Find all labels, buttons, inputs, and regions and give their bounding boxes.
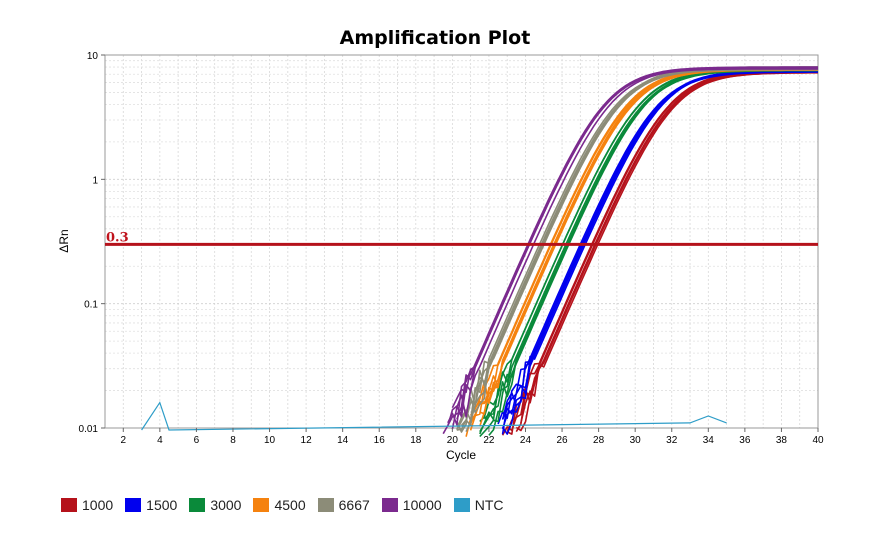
- x-tick-label: 8: [230, 435, 236, 446]
- legend-item-1000: 1000: [61, 497, 113, 513]
- x-axis-ticks: 2 4 6 8 10 12 14 16 18 20 22 24 26 28 30 32 34 36 38 40: [121, 428, 824, 446]
- x-tick-label: 18: [410, 435, 422, 446]
- series-1000-line: [515, 72, 818, 432]
- y-tick-label: 10: [87, 51, 99, 62]
- x-tick-label: 36: [739, 435, 751, 446]
- series-ntc-line: [141, 401, 727, 431]
- x-tick-label: 28: [593, 435, 605, 446]
- series-1500-line: [501, 70, 818, 420]
- legend-label: 3000: [210, 497, 242, 513]
- x-tick-label: 16: [374, 435, 386, 446]
- curves: [141, 66, 819, 438]
- threshold-group: 0.3: [105, 230, 818, 246]
- legend-swatch: [453, 498, 470, 512]
- legend-swatch: [61, 498, 77, 512]
- y-tick-label: 0.01: [79, 424, 99, 435]
- x-tick-label: 6: [194, 435, 200, 446]
- x-tick-label: 32: [666, 435, 678, 446]
- legend-label: 4500: [274, 497, 306, 513]
- legend-label: 6667: [338, 497, 370, 513]
- plot-frame: [104, 54, 819, 429]
- legend-swatch: [189, 498, 206, 512]
- legend-swatch: [381, 498, 398, 512]
- x-tick-label: 20: [447, 435, 459, 446]
- legend-label: 10000: [402, 497, 442, 513]
- x-tick-label: 14: [337, 435, 349, 446]
- x-tick-label: 24: [520, 435, 532, 446]
- legend-item-10000: 10000: [381, 497, 442, 513]
- x-tick-label: 38: [776, 435, 788, 446]
- x-tick-label: 2: [121, 435, 127, 446]
- series-1000-line: [506, 71, 818, 435]
- x-tick-label: 4: [157, 435, 163, 446]
- series-1000-line: [506, 71, 818, 432]
- legend-swatch: [317, 498, 334, 512]
- legend-swatch: [125, 498, 142, 512]
- legend-item-1500: 1500: [125, 497, 177, 513]
- series-3000-line: [479, 69, 819, 438]
- x-tick-label: 34: [703, 435, 715, 446]
- legend-item-4500: 4500: [253, 497, 306, 513]
- legend-label: 1000: [82, 497, 114, 513]
- x-tick-label: 10: [264, 435, 276, 446]
- chart-title: Amplification Plot: [340, 27, 531, 49]
- y-tick-label: 0.1: [84, 300, 98, 311]
- legend-item-3000: 3000: [189, 497, 241, 513]
- threshold-label: 0.3: [106, 230, 129, 245]
- x-tick-label: 40: [812, 435, 824, 446]
- grid: [104, 55, 819, 428]
- legend-item-6667: 6667: [317, 497, 370, 513]
- series-1000-line: [515, 71, 818, 433]
- legend-label: NTC: [474, 497, 504, 513]
- legend: 1000 1500 3000 4500 6667 10000 NTC: [61, 497, 516, 513]
- series-10000-line: [451, 66, 818, 409]
- x-tick-label: 30: [630, 435, 642, 446]
- x-tick-label: 22: [483, 435, 495, 446]
- y-tick-label: 1: [92, 175, 98, 186]
- x-axis-label: Cycle: [446, 448, 476, 462]
- x-tick-label: 26: [556, 435, 568, 446]
- legend-swatch: [253, 498, 270, 512]
- y-axis-ticks: 0.01 0.1 1 10: [79, 51, 105, 435]
- y-axis-label: ΔRn: [57, 229, 71, 252]
- x-tick-label: 12: [301, 435, 313, 446]
- legend-label: 1500: [146, 497, 178, 513]
- legend-item-NTC: NTC: [453, 497, 504, 513]
